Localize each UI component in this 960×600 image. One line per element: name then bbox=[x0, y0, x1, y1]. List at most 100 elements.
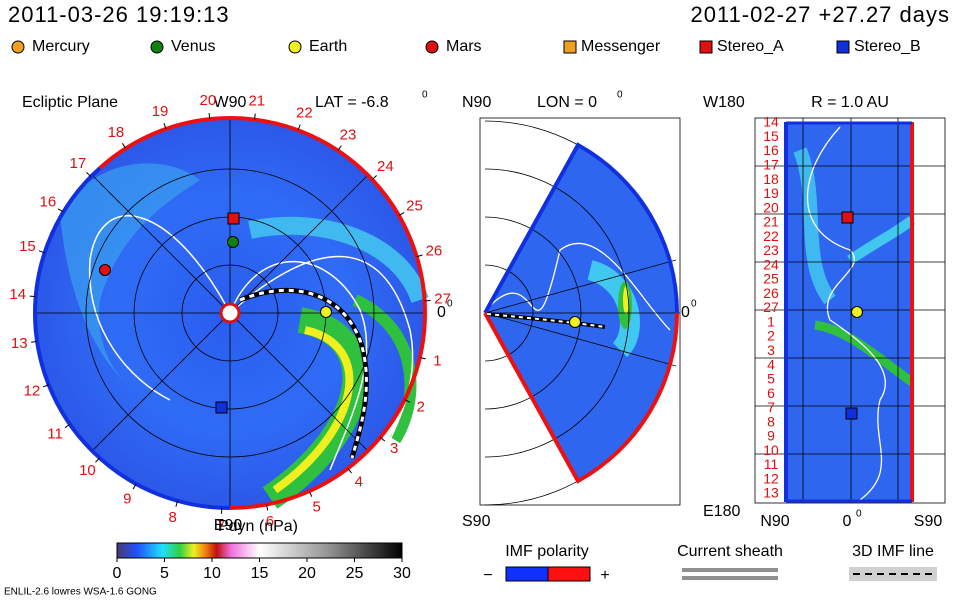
meridional-panel: N90 S90 LON = 0 0 0 0 bbox=[462, 90, 697, 531]
venus bbox=[227, 236, 239, 248]
clock-tick bbox=[163, 122, 167, 129]
clock-label: 6 bbox=[266, 513, 274, 530]
legend-marker bbox=[288, 40, 302, 54]
clock-label: 24 bbox=[377, 158, 394, 175]
clock-label: 14 bbox=[9, 286, 26, 303]
positive-swatch bbox=[547, 566, 591, 582]
zero-label: 0 bbox=[437, 304, 446, 321]
clock-tick bbox=[132, 483, 137, 490]
imf-line bbox=[486, 313, 606, 328]
lon-label: LON = 0 bbox=[537, 94, 597, 111]
clock-tick bbox=[398, 212, 405, 217]
clock-tick bbox=[121, 142, 127, 149]
stream bbox=[352, 294, 417, 444]
ecliptic-panel: Ecliptic Plane W90 E90 LAT = -6.8 0 0 0 … bbox=[9, 90, 453, 535]
x-label: N90 bbox=[760, 513, 789, 530]
clock-label: 3 bbox=[390, 440, 398, 457]
legend-label: Mercury bbox=[32, 38, 90, 55]
current-sheath bbox=[229, 255, 414, 461]
clock-tick bbox=[419, 357, 426, 360]
rotation-label: 16 bbox=[763, 142, 779, 158]
clock-tick bbox=[337, 145, 342, 151]
rotation-label: 13 bbox=[763, 485, 779, 501]
clock-label: 26 bbox=[426, 243, 443, 260]
legend-marker bbox=[11, 40, 25, 54]
imf-line bbox=[239, 288, 368, 459]
clock-label: 12 bbox=[24, 382, 41, 399]
unit: 0 bbox=[617, 90, 623, 101]
rotation-label: 11 bbox=[764, 456, 779, 472]
legend-marker bbox=[150, 40, 164, 54]
clock-label: 8 bbox=[169, 509, 177, 526]
grid bbox=[479, 117, 681, 506]
sun bbox=[219, 302, 241, 324]
clock-tick bbox=[254, 113, 256, 120]
lat-label: LAT = -6.8 bbox=[315, 94, 389, 111]
clock-label: 25 bbox=[406, 198, 423, 215]
clock-tick bbox=[57, 208, 64, 213]
clock-tick bbox=[208, 113, 211, 120]
legend-label: Stereo_B bbox=[854, 38, 921, 55]
footer: ENLIL-2.6 lowres WSA-1.6 GONG bbox=[4, 587, 157, 598]
clock-label: 22 bbox=[296, 104, 313, 121]
clock-label: 7 bbox=[217, 517, 225, 534]
legend-label: Stereo_A bbox=[717, 38, 784, 55]
clock-tick bbox=[379, 436, 386, 442]
rotation-label: 25 bbox=[763, 271, 779, 287]
rotation-label: 18 bbox=[763, 171, 779, 187]
rotation-label: 21 bbox=[763, 214, 779, 230]
earth bbox=[320, 306, 332, 318]
clock-tick bbox=[404, 399, 411, 403]
top-label: N90 bbox=[462, 94, 491, 111]
clock-label: 16 bbox=[40, 194, 57, 211]
legend-marker bbox=[836, 40, 850, 54]
clock-label: 19 bbox=[152, 103, 169, 120]
x-label: S90 bbox=[914, 513, 943, 530]
stereo-b bbox=[215, 401, 228, 414]
x-label: 0 bbox=[843, 513, 852, 530]
rotation-label: 17 bbox=[763, 157, 779, 173]
clock-tick bbox=[175, 500, 179, 507]
plus: + bbox=[600, 567, 609, 584]
clock-tick bbox=[42, 384, 49, 388]
sheath-swatch bbox=[682, 576, 778, 580]
grid-line bbox=[484, 259, 677, 314]
clock-tick bbox=[416, 254, 423, 258]
colorbar-label: 15 bbox=[251, 565, 269, 582]
rotation-label: 1 bbox=[767, 313, 775, 329]
grid-line bbox=[754, 117, 946, 504]
negative-swatch bbox=[505, 566, 549, 582]
rotation-label: 12 bbox=[763, 470, 779, 486]
polarity-rim bbox=[483, 142, 679, 314]
colorbar-label: 10 bbox=[203, 565, 221, 582]
unit: 0 bbox=[422, 90, 428, 101]
current-sheath bbox=[88, 215, 231, 401]
rotation-labels: 1415161718192021222324252627123456789101… bbox=[763, 114, 779, 501]
rotation-label: 3 bbox=[767, 342, 775, 358]
clock-label: 2 bbox=[417, 399, 425, 416]
rotation-label: 4 bbox=[767, 356, 775, 372]
datetime: 2011-03-26 19:19:13 bbox=[8, 2, 230, 27]
clock-label: 13 bbox=[11, 335, 28, 352]
stream bbox=[793, 147, 836, 305]
stereo-a bbox=[227, 212, 240, 225]
colorbar-label: 30 bbox=[393, 565, 411, 582]
legend-label: Mars bbox=[446, 38, 482, 55]
imf-title: IMF polarity bbox=[505, 543, 589, 560]
clock-label: 20 bbox=[199, 92, 216, 109]
clock-tick bbox=[95, 457, 100, 463]
rotation-label: 10 bbox=[763, 442, 779, 458]
legend-label: Venus bbox=[171, 38, 215, 55]
mars bbox=[99, 264, 111, 276]
clock-label: 11 bbox=[47, 425, 63, 442]
clock-tick bbox=[297, 124, 301, 131]
grid-line bbox=[484, 312, 677, 367]
grid-line bbox=[479, 117, 681, 506]
clock-tick bbox=[86, 171, 92, 177]
clock-tick bbox=[371, 175, 377, 180]
earth bbox=[569, 316, 581, 328]
legend-label: Earth bbox=[309, 38, 347, 55]
clock-label: 18 bbox=[108, 124, 125, 141]
